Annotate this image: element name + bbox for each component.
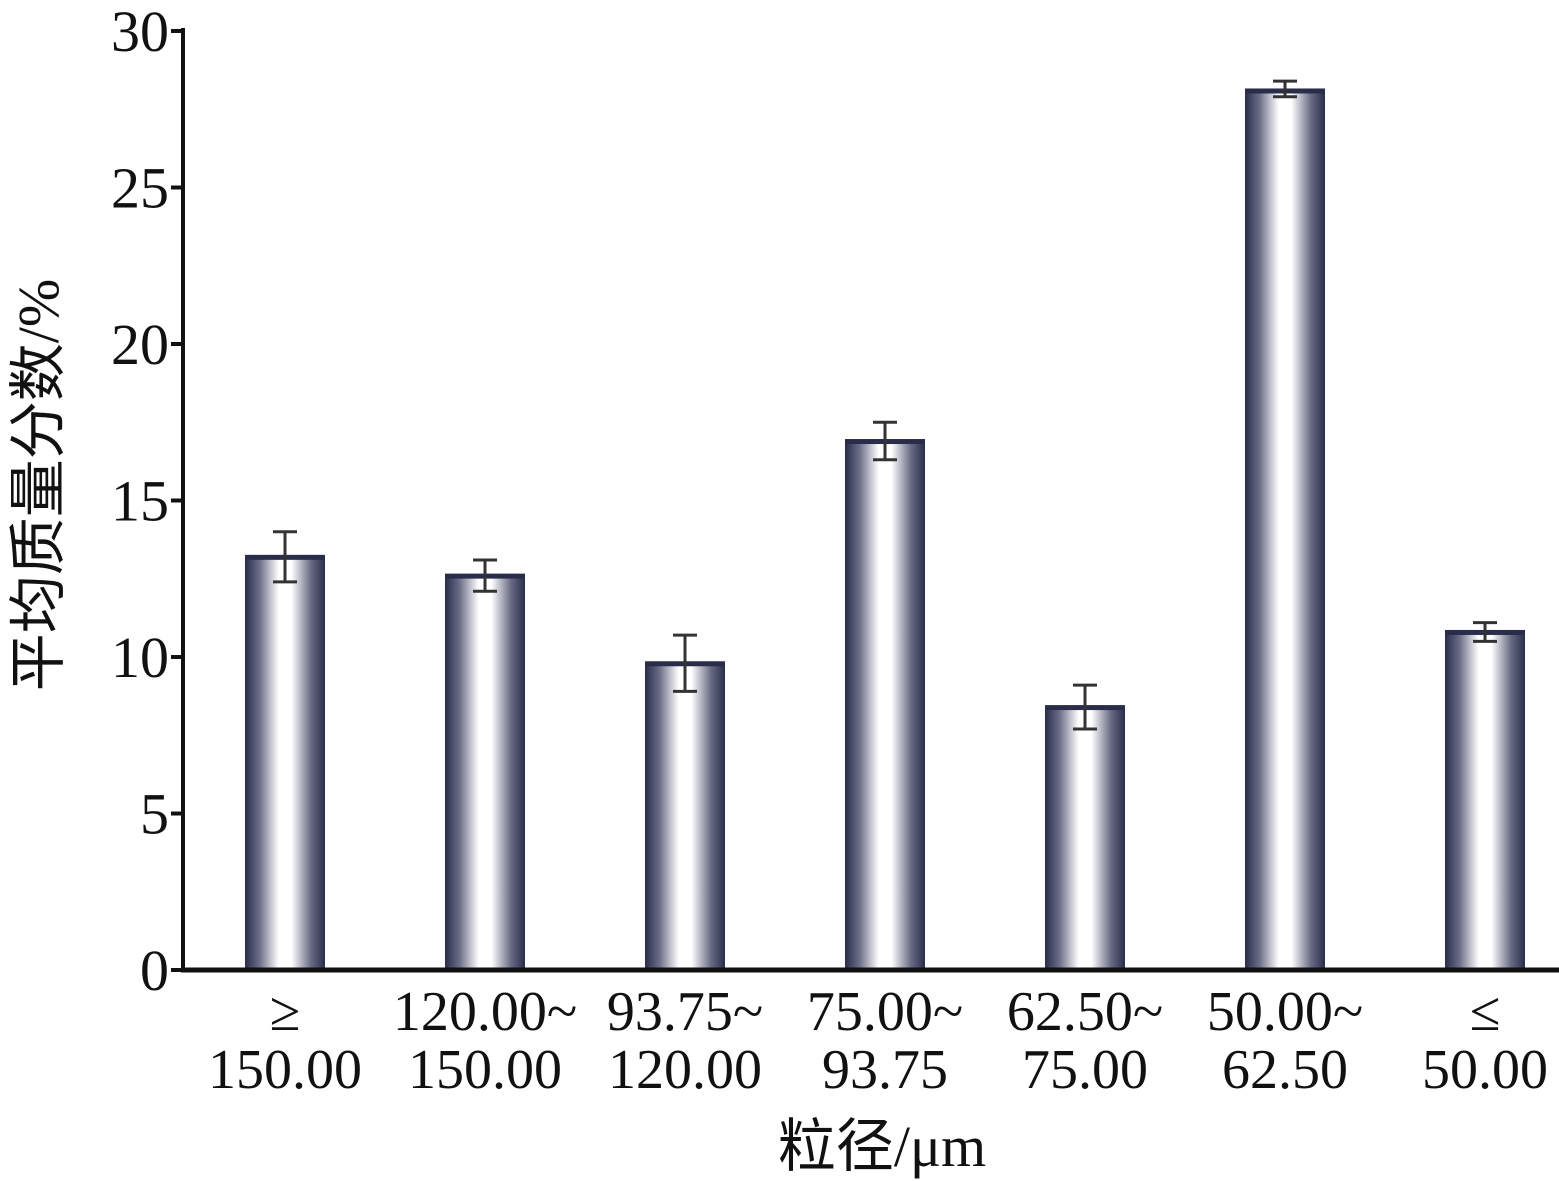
x-tick-label: 50.00: [1422, 1039, 1548, 1101]
y-tick-label: 10: [111, 625, 169, 690]
y-axis-title: 平均质量分数/%: [6, 279, 71, 691]
bar: [1445, 631, 1525, 970]
bar: [645, 663, 725, 970]
bar: [445, 575, 525, 970]
x-axis-title: 粒径/μm: [778, 1114, 986, 1179]
y-tick-label: 0: [140, 938, 169, 1003]
bar: [1245, 90, 1325, 971]
error-bar: [1073, 683, 1097, 731]
y-tick-label: 20: [111, 312, 169, 377]
error-bar: [873, 420, 897, 462]
x-tick-label: 62.50: [1222, 1039, 1348, 1101]
x-tick-label: 150.00: [408, 1039, 562, 1101]
bar: [245, 556, 325, 970]
bars-group: [245, 88, 1525, 971]
x-tick-label: 75.00~: [807, 981, 963, 1043]
x-tick-label: 120.00: [608, 1039, 762, 1101]
y-tick-label: 30: [111, 0, 169, 64]
x-tick-label: 50.00~: [1207, 981, 1363, 1043]
bar: [1045, 707, 1125, 970]
x-tick-label: ≤: [1470, 981, 1501, 1043]
error-bars-group: [273, 79, 1497, 731]
y-ticks-group: 0 5 10 15 20 25 30: [111, 0, 183, 1003]
x-tick-label: 62.50~: [1007, 981, 1163, 1043]
x-tick-label: 93.75~: [607, 981, 763, 1043]
x-tick-label: 93.75: [822, 1039, 948, 1101]
y-tick-label: 15: [111, 469, 169, 534]
bar: [845, 441, 925, 970]
error-bar: [1273, 79, 1297, 99]
y-tick-label: 25: [111, 156, 169, 221]
error-bar: [473, 558, 497, 593]
error-bar: [1473, 621, 1497, 643]
x-tick-label: 75.00: [1022, 1039, 1148, 1101]
x-tick-labels-group: ≥150.00120.00~150.0093.75~120.0075.00~93…: [208, 981, 1548, 1101]
error-bar: [673, 633, 697, 693]
x-tick-label: 120.00~: [393, 981, 577, 1043]
x-tick-label: ≥: [270, 981, 301, 1043]
x-tick-label: 150.00: [208, 1039, 362, 1101]
y-tick-label: 5: [140, 782, 169, 847]
error-bar: [273, 530, 297, 584]
